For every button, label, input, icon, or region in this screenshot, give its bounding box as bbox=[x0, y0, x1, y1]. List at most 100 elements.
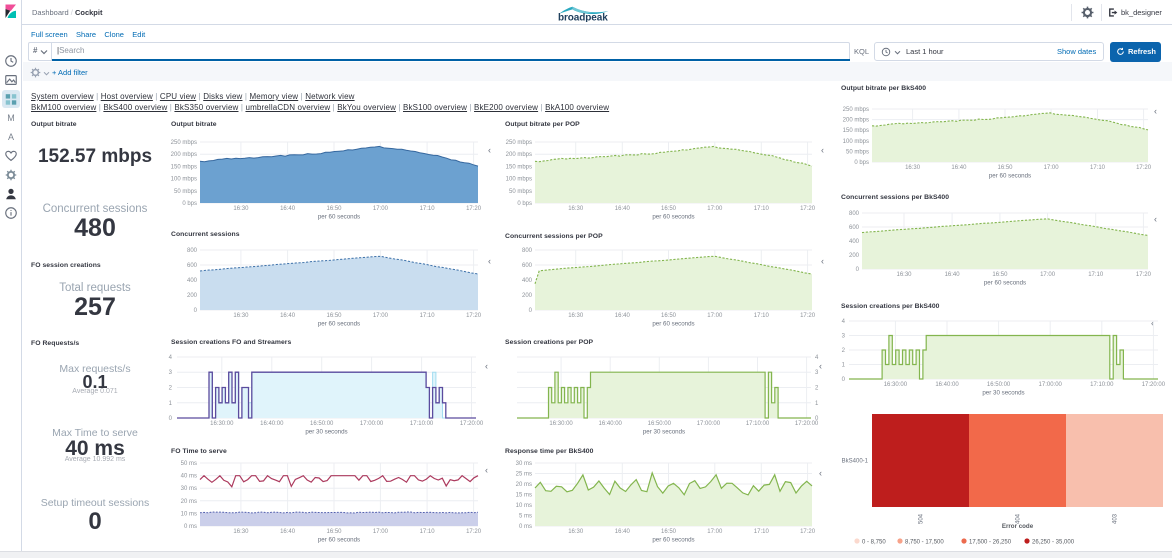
svg-text:17:00:00: 17:00:00 bbox=[360, 421, 384, 427]
svg-text:400: 400 bbox=[522, 278, 533, 284]
svg-text:0 bps: 0 bps bbox=[854, 160, 869, 166]
svg-text:0: 0 bbox=[815, 416, 819, 422]
svg-text:8,750 - 17,500: 8,750 - 17,500 bbox=[905, 540, 944, 546]
svg-text:17:10: 17:10 bbox=[420, 529, 436, 535]
svg-text:30 ms: 30 ms bbox=[181, 486, 197, 492]
svg-text:100 mbps: 100 mbps bbox=[171, 177, 197, 183]
svg-text:17:10: 17:10 bbox=[754, 529, 770, 535]
svg-text:17:10: 17:10 bbox=[420, 313, 436, 319]
svg-text:3: 3 bbox=[169, 370, 173, 376]
svg-text:Error code: Error code bbox=[1002, 523, 1034, 530]
svg-text:50 mbps: 50 mbps bbox=[509, 189, 532, 195]
svg-text:16:50:00: 16:50:00 bbox=[648, 421, 672, 427]
svg-text:17:10: 17:10 bbox=[1088, 272, 1104, 278]
svg-text:200: 200 bbox=[849, 253, 860, 259]
svg-text:150 mbps: 150 mbps bbox=[506, 164, 532, 170]
svg-text:17:00: 17:00 bbox=[1040, 272, 1056, 278]
svg-text:0 ms: 0 ms bbox=[519, 524, 532, 530]
svg-text:2: 2 bbox=[815, 386, 819, 392]
svg-text:BkS400-1: BkS400-1 bbox=[842, 459, 869, 465]
svg-text:0 bps: 0 bps bbox=[182, 201, 197, 207]
svg-text:17:00:00: 17:00:00 bbox=[1039, 382, 1063, 388]
svg-text:800: 800 bbox=[849, 211, 860, 217]
svg-text:17:00: 17:00 bbox=[707, 313, 723, 319]
svg-text:16:40: 16:40 bbox=[280, 313, 296, 319]
svg-text:broadpeak: broadpeak bbox=[558, 13, 608, 23]
svg-text:1: 1 bbox=[842, 363, 846, 369]
svg-text:200 mbps: 200 mbps bbox=[843, 118, 869, 124]
svg-text:17:10: 17:10 bbox=[420, 206, 436, 212]
svg-text:16:40: 16:40 bbox=[951, 165, 967, 171]
svg-text:17:20:00: 17:20:00 bbox=[1142, 382, 1166, 388]
svg-text:2: 2 bbox=[842, 348, 846, 354]
svg-text:4: 4 bbox=[169, 355, 173, 361]
svg-text:16:50: 16:50 bbox=[326, 529, 342, 535]
svg-text:16:40: 16:40 bbox=[615, 529, 631, 535]
svg-text:per 30 seconds: per 30 seconds bbox=[643, 429, 685, 436]
svg-text:600: 600 bbox=[187, 263, 198, 269]
svg-text:0: 0 bbox=[856, 267, 860, 273]
svg-text:17:10:00: 17:10:00 bbox=[410, 421, 434, 427]
svg-text:per 30 seconds: per 30 seconds bbox=[982, 390, 1024, 397]
svg-text:16:50: 16:50 bbox=[661, 206, 677, 212]
svg-text:16:30: 16:30 bbox=[568, 313, 584, 319]
svg-text:16:50: 16:50 bbox=[326, 206, 342, 212]
svg-text:800: 800 bbox=[522, 248, 533, 254]
svg-text:0 bps: 0 bps bbox=[517, 201, 532, 207]
svg-text:16:30:00: 16:30:00 bbox=[210, 421, 234, 427]
svg-text:250 mbps: 250 mbps bbox=[171, 140, 197, 146]
svg-text:17:10:00: 17:10:00 bbox=[746, 421, 770, 427]
svg-text:2: 2 bbox=[169, 386, 173, 392]
svg-text:per 60 seconds: per 60 seconds bbox=[989, 173, 1031, 180]
svg-text:per 60 seconds: per 60 seconds bbox=[318, 214, 360, 221]
svg-text:16:40: 16:40 bbox=[615, 313, 631, 319]
svg-text:403: 403 bbox=[1113, 513, 1119, 524]
svg-text:150 mbps: 150 mbps bbox=[843, 128, 869, 134]
svg-text:26,250 - 35,000: 26,250 - 35,000 bbox=[1032, 540, 1075, 546]
svg-text:17:00: 17:00 bbox=[1044, 165, 1060, 171]
svg-text:17:00: 17:00 bbox=[373, 206, 389, 212]
svg-text:17,500 - 26,250: 17,500 - 26,250 bbox=[969, 540, 1012, 546]
svg-text:25 ms: 25 ms bbox=[516, 472, 532, 478]
svg-text:17:20:00: 17:20:00 bbox=[460, 421, 484, 427]
svg-text:17:00: 17:00 bbox=[373, 313, 389, 319]
svg-text:16:50:00: 16:50:00 bbox=[987, 382, 1011, 388]
svg-text:10 ms: 10 ms bbox=[516, 503, 532, 509]
svg-text:17:20:00: 17:20:00 bbox=[795, 421, 819, 427]
svg-text:3: 3 bbox=[842, 334, 846, 340]
svg-text:200 mbps: 200 mbps bbox=[171, 152, 197, 158]
svg-text:1: 1 bbox=[169, 401, 173, 407]
svg-text:50 ms: 50 ms bbox=[181, 461, 197, 467]
svg-text:600: 600 bbox=[522, 263, 533, 269]
svg-text:16:50: 16:50 bbox=[326, 313, 342, 319]
svg-text:17:10:00: 17:10:00 bbox=[1090, 382, 1114, 388]
svg-text:16:40: 16:40 bbox=[945, 272, 961, 278]
svg-text:0 ms: 0 ms bbox=[184, 524, 197, 530]
svg-text:40 ms: 40 ms bbox=[181, 474, 197, 480]
svg-text:16:30: 16:30 bbox=[896, 272, 912, 278]
svg-text:400: 400 bbox=[187, 278, 198, 284]
svg-text:15 ms: 15 ms bbox=[516, 493, 532, 499]
svg-text:per 60 seconds: per 60 seconds bbox=[652, 537, 694, 544]
svg-text:100 mbps: 100 mbps bbox=[843, 139, 869, 145]
svg-text:16:50:00: 16:50:00 bbox=[310, 421, 334, 427]
svg-text:17:10: 17:10 bbox=[754, 206, 770, 212]
svg-text:200 mbps: 200 mbps bbox=[506, 152, 532, 158]
svg-text:16:40: 16:40 bbox=[280, 206, 296, 212]
svg-text:per 30 seconds: per 30 seconds bbox=[305, 429, 347, 436]
svg-text:16:30: 16:30 bbox=[233, 313, 249, 319]
svg-text:16:50: 16:50 bbox=[661, 313, 677, 319]
svg-text:0 - 8,750: 0 - 8,750 bbox=[862, 540, 886, 546]
svg-text:17:00: 17:00 bbox=[707, 529, 723, 535]
svg-text:17:20: 17:20 bbox=[466, 529, 482, 535]
svg-text:0: 0 bbox=[169, 416, 173, 422]
svg-text:30 ms: 30 ms bbox=[516, 461, 532, 467]
svg-text:404: 404 bbox=[1016, 513, 1022, 524]
svg-text:600: 600 bbox=[849, 225, 860, 231]
svg-text:5 ms: 5 ms bbox=[519, 514, 532, 520]
svg-text:1: 1 bbox=[815, 401, 819, 407]
svg-text:17:20: 17:20 bbox=[800, 206, 816, 212]
svg-text:250 mbps: 250 mbps bbox=[506, 140, 532, 146]
svg-text:10 ms: 10 ms bbox=[181, 511, 197, 517]
svg-text:17:00: 17:00 bbox=[707, 206, 723, 212]
